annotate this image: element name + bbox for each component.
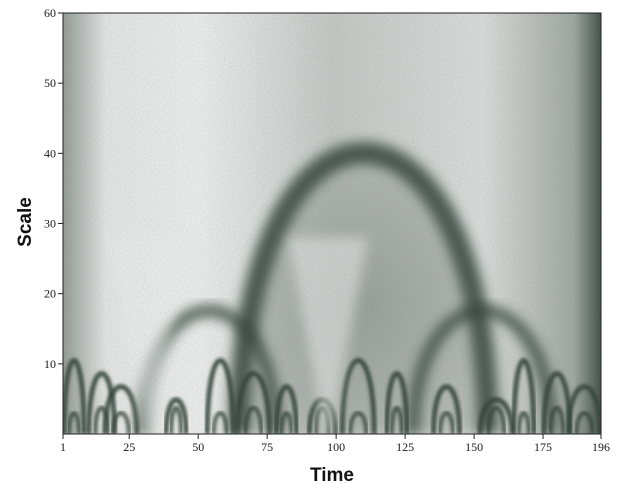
y-tick-label: 40: [44, 146, 56, 160]
y-tick-label: 10: [44, 357, 56, 371]
y-tick-label: 20: [44, 287, 56, 301]
x-tick-label: 50: [192, 440, 204, 454]
x-tick-label: 25: [123, 440, 135, 454]
y-tick-label: 50: [44, 76, 56, 90]
heatmap-grain: [63, 13, 601, 434]
x-tick-label: 100: [327, 440, 345, 454]
y-tick-label: 60: [44, 6, 56, 20]
plot-area: [63, 13, 601, 434]
x-axis: 1 25 50 75 100 125 150 175 196: [60, 434, 610, 454]
x-axis-title: Time: [310, 465, 354, 484]
y-axis: 10 20 30 40 50 60: [44, 6, 63, 371]
y-tick-label: 30: [44, 217, 56, 231]
x-tick-label: 196: [592, 440, 610, 454]
y-axis-title: Scale: [15, 197, 36, 247]
x-tick-label: 125: [396, 440, 414, 454]
x-tick-label: 1: [60, 440, 66, 454]
x-tick-label: 150: [465, 440, 483, 454]
x-tick-label: 75: [261, 440, 273, 454]
x-tick-label: 175: [534, 440, 552, 454]
